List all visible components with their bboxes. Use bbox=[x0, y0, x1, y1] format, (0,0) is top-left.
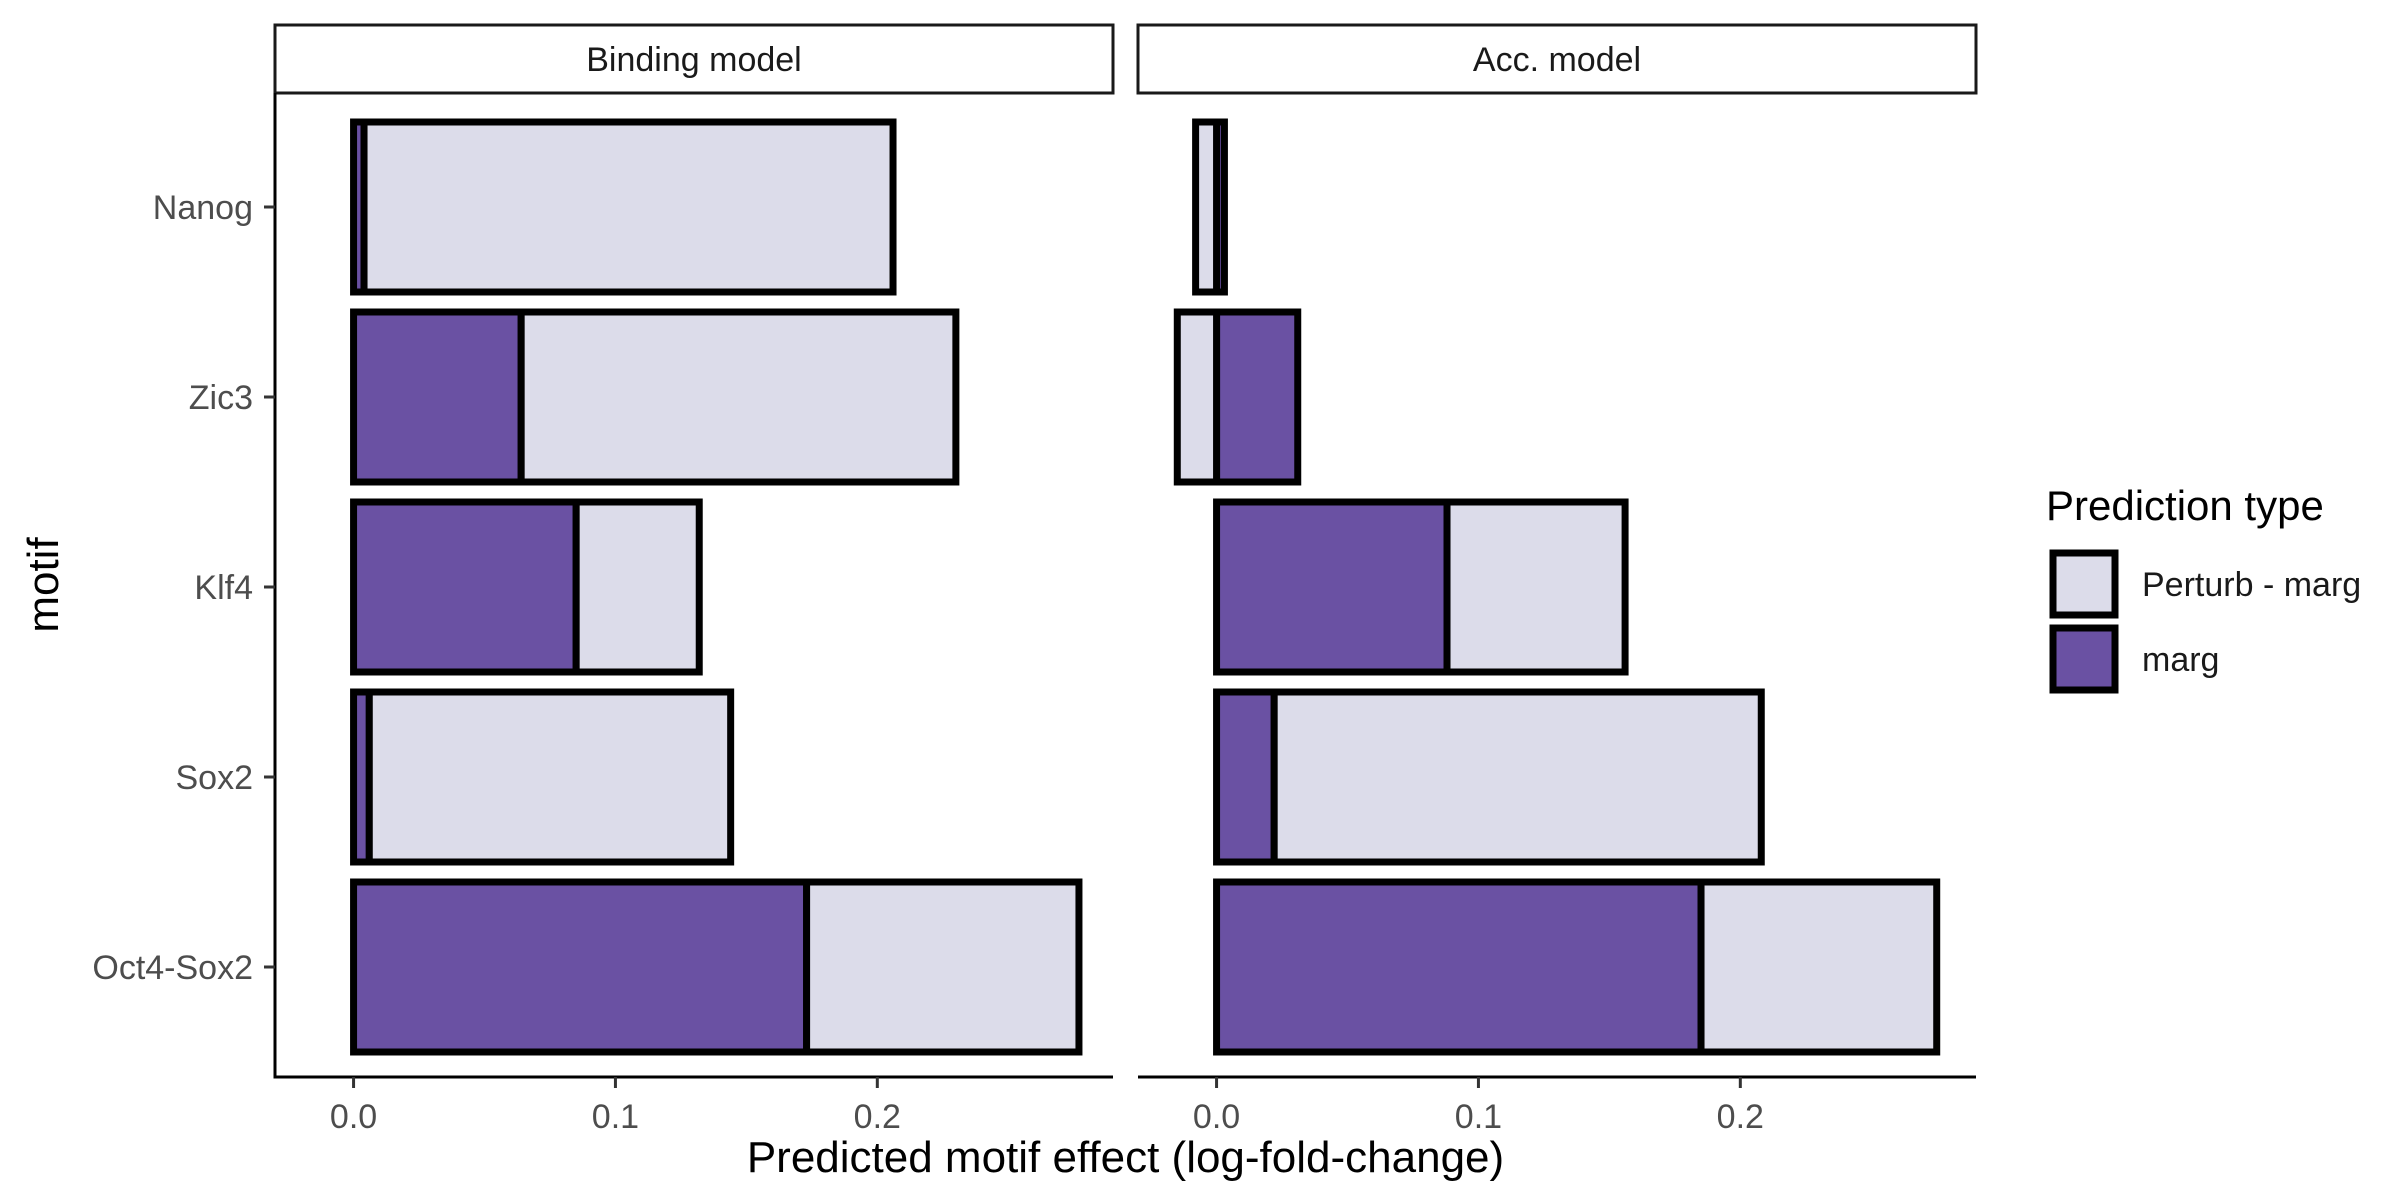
bar-marg bbox=[1213, 498, 1451, 676]
x-axis-title: Predicted motif effect (log-fold-change) bbox=[747, 1133, 1504, 1182]
bar-group-oct4-sox2 bbox=[350, 878, 1083, 1056]
bar-group-sox2 bbox=[1213, 688, 1765, 866]
bar-perturb-minus-marg bbox=[803, 878, 1083, 1056]
bar-perturb-minus-marg bbox=[1270, 688, 1765, 866]
x-tick-label: 0.1 bbox=[1455, 1098, 1502, 1136]
y-tick-label: Sox2 bbox=[176, 759, 254, 797]
x-tick-label: 0.0 bbox=[330, 1098, 377, 1136]
bar-group-nanog bbox=[350, 118, 897, 296]
bar-group-oct4-sox2 bbox=[1213, 878, 1941, 1056]
x-tick-label: 0.0 bbox=[1193, 1098, 1240, 1136]
facet-strip-label: Binding model bbox=[586, 41, 801, 79]
bar-perturb-minus-marg bbox=[365, 688, 735, 866]
bar-group-klf4 bbox=[350, 498, 703, 676]
x-tick-label: 0.1 bbox=[592, 1098, 639, 1136]
facet-strip bbox=[273, 23, 1115, 95]
y-tick-label: Oct4-Sox2 bbox=[92, 949, 253, 987]
bar-group-zic3 bbox=[1173, 308, 1302, 486]
facet-strip bbox=[1136, 23, 1978, 95]
bar-perturb-minus-marg bbox=[517, 308, 960, 486]
bar-group-zic3 bbox=[350, 308, 960, 486]
x-tick-label: 0.2 bbox=[854, 1098, 901, 1136]
bar-marg bbox=[1213, 688, 1278, 866]
y-tick-label: Klf4 bbox=[194, 569, 253, 607]
y-axis-title: motif bbox=[19, 537, 68, 633]
bar-perturb-minus-marg bbox=[572, 498, 703, 676]
bar-marg bbox=[1213, 878, 1705, 1056]
legend-title: Prediction type bbox=[2046, 482, 2324, 529]
bar-marg bbox=[1213, 308, 1302, 486]
y-tick-label: Nanog bbox=[153, 189, 253, 227]
bar-perturb-minus-marg bbox=[1192, 118, 1221, 296]
bar-marg bbox=[350, 498, 580, 676]
facet-strip-label: Acc. model bbox=[1473, 41, 1641, 79]
panel-2: Acc. model 0.0 0.1 0.2 bbox=[1136, 23, 1978, 1136]
legend: Prediction type Perturb - marg marg bbox=[2046, 482, 2361, 694]
x-tick-label: 0.2 bbox=[1717, 1098, 1764, 1136]
bar-marg bbox=[350, 308, 525, 486]
legend-swatch bbox=[2049, 549, 2119, 619]
bar-marg bbox=[350, 878, 811, 1056]
bar-group-klf4 bbox=[1213, 498, 1629, 676]
bar-perturb-minus-marg bbox=[360, 118, 897, 296]
legend-swatch bbox=[2049, 624, 2119, 694]
bar-perturb-minus-marg bbox=[1173, 308, 1221, 486]
bar-perturb-minus-marg bbox=[1443, 498, 1629, 676]
legend-label: marg bbox=[2142, 641, 2219, 679]
legend-label: Perturb - marg bbox=[2142, 566, 2361, 604]
panel-1: Binding model 0.0 0.1 0.2 bbox=[273, 23, 1115, 1136]
panels-layer: Binding model 0.0 0.1 0.2 Acc. model 0.0 0.1 0.… bbox=[273, 23, 1978, 1136]
bar-group-sox2 bbox=[350, 688, 735, 866]
y-axis: Nanog Zic3 Klf4 Sox2 Oct4-Sox2 bbox=[92, 189, 275, 987]
bar-group-nanog bbox=[1192, 118, 1228, 296]
bar-perturb-minus-marg bbox=[1697, 878, 1941, 1056]
y-tick-label: Zic3 bbox=[189, 379, 253, 417]
